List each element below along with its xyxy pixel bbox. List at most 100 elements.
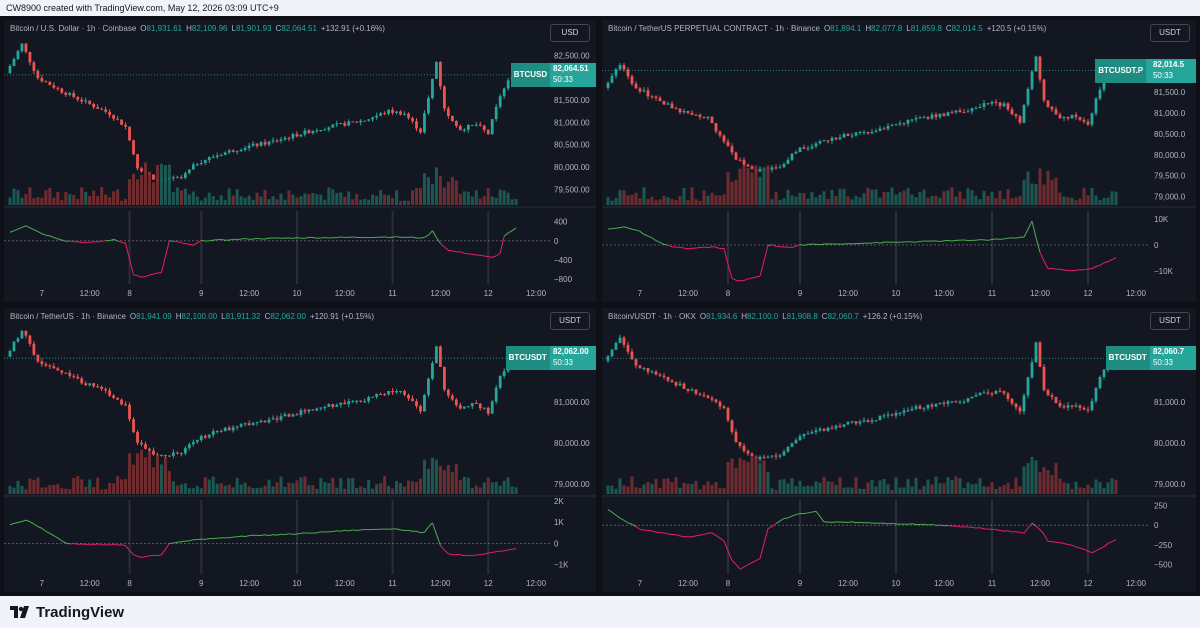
candle-body (690, 112, 694, 115)
candle-body (279, 416, 283, 420)
osc-segment (683, 247, 689, 250)
candle-body (462, 129, 466, 131)
osc-segment (45, 234, 50, 237)
volume-bar (654, 478, 658, 494)
last-price-value: 82,064.51 (552, 63, 589, 73)
candle-body (128, 126, 131, 141)
symbol-title[interactable]: Bitcoin/USDT · 1h · OKX (608, 312, 696, 321)
tradingview-logo[interactable]: TradingView (10, 602, 124, 622)
candle-body (207, 434, 211, 438)
candle-body (92, 103, 96, 108)
time-tick-label: 12:00 (239, 579, 260, 588)
currency-button[interactable]: USDT (550, 312, 590, 330)
osc-segment (133, 554, 138, 557)
candle-body (718, 402, 722, 407)
volume-bar (1078, 487, 1082, 494)
session-separator (895, 500, 897, 574)
volume-bar (774, 191, 778, 205)
time-tick-label: 9 (199, 289, 204, 298)
osc-segment (963, 239, 969, 242)
osc-segment (727, 264, 733, 279)
volume-bar (1026, 463, 1030, 494)
currency-button[interactable]: USDT (1150, 312, 1190, 330)
volume-bar (171, 481, 175, 494)
osc-segment (627, 227, 633, 230)
time-tick-label: 12:00 (335, 289, 356, 298)
candle-body (662, 101, 666, 105)
candle-body (1050, 106, 1054, 110)
ohlc-h: H82,100.00 (175, 312, 218, 321)
volume-bar (986, 195, 990, 205)
volume-bar (335, 193, 339, 205)
osc-segment (416, 530, 421, 534)
candle-body (502, 371, 506, 376)
osc-segment (987, 239, 993, 241)
osc-segment (77, 241, 82, 244)
volume-bar (890, 187, 894, 205)
candle-body (778, 455, 782, 457)
volume-bar (247, 195, 251, 205)
candle-body (850, 421, 854, 423)
chart-panel-okx[interactable]: 81,000.0 80,000.0 79,000.0 250 0 −250 −500 7 12:… (602, 308, 1196, 592)
candle-body (164, 454, 167, 456)
volume-bar (76, 199, 80, 205)
volume-bar (778, 479, 782, 494)
volume-bar (303, 193, 307, 205)
volume-bar (227, 188, 231, 205)
candle-body (826, 140, 830, 142)
osc-segment (400, 529, 405, 532)
volume-bar (167, 164, 171, 205)
candle-body (494, 387, 498, 402)
osc-segment (743, 564, 749, 568)
volume-bar (96, 477, 100, 494)
candle-body (834, 137, 838, 140)
chart-panel-coinbase[interactable]: 82,500.0082,000.0081,500.0081,000.0080,5… (4, 20, 596, 302)
osc-segment (205, 538, 210, 540)
last-price-value: 82,062.00 (552, 347, 589, 357)
volume-bar (136, 179, 140, 205)
osc-segment (484, 552, 489, 555)
candle-body (774, 455, 778, 457)
candle-body (32, 343, 36, 355)
volume-bar (1046, 170, 1050, 205)
price-tick-label: 80,000.00 (554, 439, 590, 448)
symbol-title[interactable]: Bitcoin / TetherUS · 1h · Binance (10, 312, 126, 321)
chart-panel-binance-perp[interactable]: 81,500.0 81,000.0 80,500.0 80,000.0 79,500.0… (602, 20, 1196, 302)
candle-body (60, 88, 64, 93)
osc-segment (17, 521, 23, 523)
osc-segment (268, 534, 274, 537)
currency-button[interactable]: USDT (1150, 24, 1190, 42)
symbol-title[interactable]: Bitcoin / U.S. Dollar · 1h · Coinbase (10, 24, 137, 33)
volume-bar (614, 197, 618, 205)
candle-body (80, 378, 84, 384)
candle-body (1066, 405, 1070, 408)
volume-bar (235, 477, 239, 494)
candle-body (104, 109, 108, 112)
candle-body (112, 395, 116, 398)
candle-body (1042, 366, 1046, 391)
candle-body (698, 393, 702, 395)
osc-segment (431, 522, 437, 535)
candle-body (124, 124, 127, 127)
candle-body (72, 92, 76, 97)
osc-segment (145, 555, 150, 558)
chart-panel-binance-spot[interactable]: 81,000.00 80,000.00 79,000.00 2K 1K 0 −1K 7 12:0… (4, 308, 596, 592)
candle-body (1014, 403, 1018, 408)
last-price-value: 82,014.5 (1152, 59, 1185, 69)
volume-bar (686, 200, 690, 205)
candle-body (934, 114, 938, 118)
osc-segment (428, 522, 433, 528)
volume-bar (363, 198, 367, 205)
candle-body (223, 427, 227, 432)
volume-bar (758, 176, 762, 205)
currency-button[interactable]: USD (550, 24, 590, 42)
osc-segment (492, 255, 497, 258)
candle-body (954, 110, 958, 113)
symbol-title[interactable]: Bitcoin / TetherUS PERPETUAL CONTRACT · … (608, 24, 820, 33)
candle-body (104, 388, 108, 391)
volume-bar (48, 188, 52, 205)
candle-body (427, 98, 430, 114)
candle-body (1058, 114, 1062, 119)
osc-segment (189, 243, 194, 246)
osc-segment (607, 509, 613, 513)
